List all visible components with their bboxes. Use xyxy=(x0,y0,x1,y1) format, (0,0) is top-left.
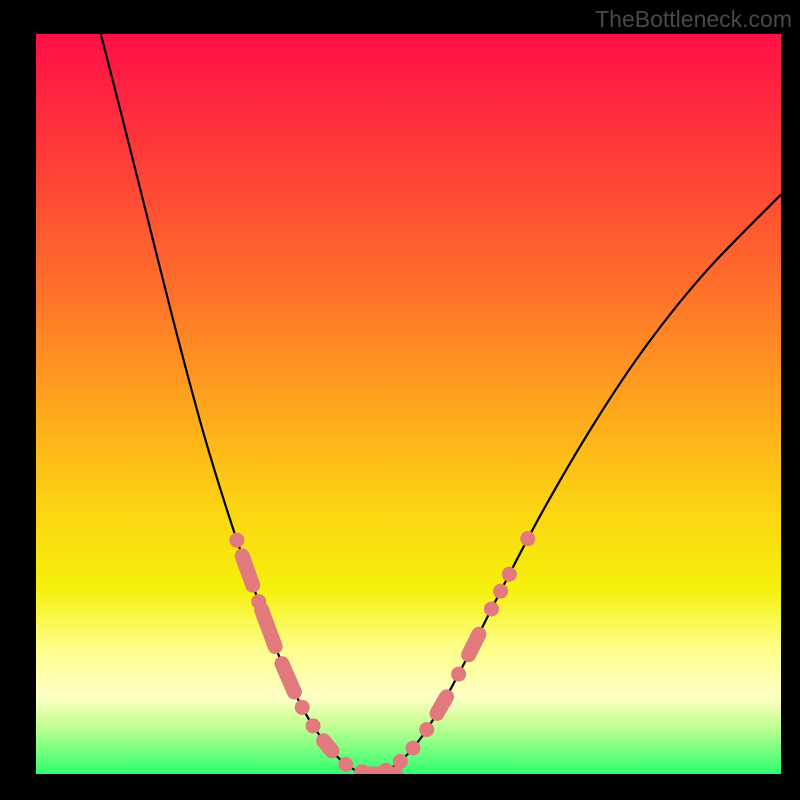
marker-dot xyxy=(405,741,420,756)
marker-dot xyxy=(419,722,434,737)
marker-dot xyxy=(484,601,499,616)
marker-dot xyxy=(451,667,466,682)
marker-dot xyxy=(306,718,321,733)
chart-plot-area xyxy=(36,34,781,774)
marker-dot xyxy=(520,531,535,546)
marker-dot xyxy=(393,754,408,769)
marker-dot xyxy=(502,567,517,582)
marker-dot xyxy=(295,700,310,715)
chart-svg xyxy=(36,34,781,774)
gradient-background xyxy=(36,34,781,774)
marker-dot xyxy=(338,757,353,772)
marker-dot xyxy=(229,533,244,548)
watermark-text: TheBottleneck.com xyxy=(595,6,792,33)
marker-dot xyxy=(493,584,508,599)
